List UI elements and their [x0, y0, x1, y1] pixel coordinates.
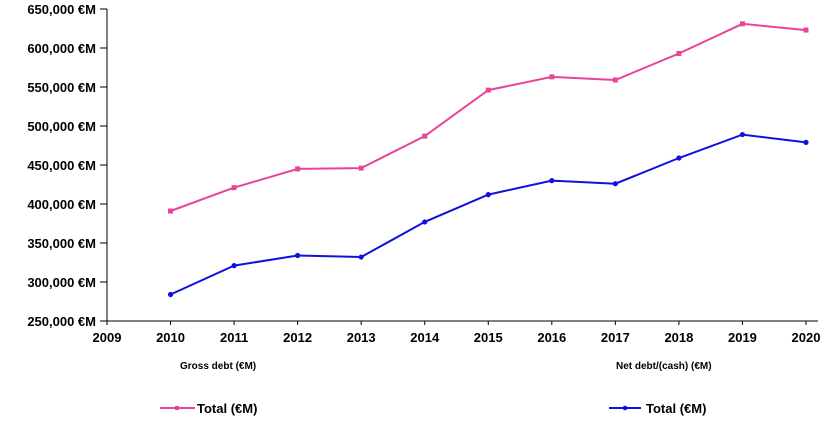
data-point[interactable] [168, 208, 174, 214]
series-line-0 [170, 22, 807, 212]
data-point[interactable] [358, 165, 364, 171]
data-point[interactable] [803, 27, 809, 33]
legend-group-gross: Gross debt (€M) [180, 361, 256, 372]
x-tick-label: 2012 [283, 330, 312, 345]
data-point[interactable] [676, 155, 682, 161]
x-tick-label: 2011 [220, 330, 248, 345]
x-tick-label: 2014 [410, 330, 440, 345]
data-point[interactable] [485, 87, 491, 93]
data-point[interactable] [295, 252, 301, 259]
x-tick-label: 2015 [474, 330, 503, 345]
y-ticks: 250,000 €M 300,000 €M 350,000 €M 400,000 €M… [27, 2, 107, 329]
x-ticks: 2009 2010 2011 2012 2013 2014 2015 2016 2017 2018… [93, 321, 821, 345]
data-point[interactable] [676, 50, 682, 56]
x-tick-label: 2017 [601, 330, 630, 345]
y-tick-label: 400,000 €M [27, 197, 96, 212]
y-tick-label: 500,000 €M [27, 119, 96, 134]
legend-entry-gross[interactable]: Total (€M) [160, 401, 257, 416]
series-group [167, 21, 809, 298]
data-point[interactable] [549, 178, 555, 184]
x-tick-label: 2016 [537, 330, 566, 345]
y-tick-label: 600,000 €M [27, 41, 96, 56]
x-tick-label: 2019 [728, 330, 757, 345]
x-tick-label: 2009 [93, 330, 122, 345]
data-point[interactable] [612, 77, 618, 83]
y-tick-label: 350,000 €M [27, 236, 96, 251]
data-point[interactable] [739, 131, 746, 138]
legend-group-net: Net debt/(cash) (€M) [616, 361, 712, 372]
legend-label-gross: Total (€M) [197, 401, 257, 416]
y-tick-label: 300,000 €M [27, 275, 96, 290]
data-point[interactable] [358, 254, 364, 260]
data-point[interactable] [549, 74, 555, 80]
y-tick-label: 450,000 €M [27, 158, 96, 173]
data-point[interactable] [739, 21, 745, 27]
data-point[interactable] [422, 133, 428, 139]
data-point[interactable] [167, 291, 174, 298]
x-tick-label: 2018 [664, 330, 693, 345]
legend-label-net: Total (€M) [646, 401, 706, 416]
x-tick-label: 2020 [792, 330, 821, 345]
y-tick-label: 250,000 €M [27, 314, 96, 329]
data-point[interactable] [231, 185, 237, 191]
series-line-1 [170, 133, 807, 296]
y-tick-label: 650,000 €M [27, 2, 96, 17]
data-point[interactable] [803, 139, 809, 145]
legend-entry-net[interactable]: Total (€M) [609, 401, 706, 416]
data-point[interactable] [231, 263, 237, 269]
data-point[interactable] [485, 192, 491, 198]
legend-marker-gross [175, 406, 179, 410]
legend-marker-net [622, 405, 628, 411]
x-tick-label: 2010 [156, 330, 185, 345]
data-point[interactable] [422, 219, 428, 225]
data-point[interactable] [295, 166, 301, 172]
x-tick-label: 2013 [347, 330, 376, 345]
data-point[interactable] [612, 181, 618, 187]
y-tick-label: 550,000 €M [27, 80, 96, 95]
